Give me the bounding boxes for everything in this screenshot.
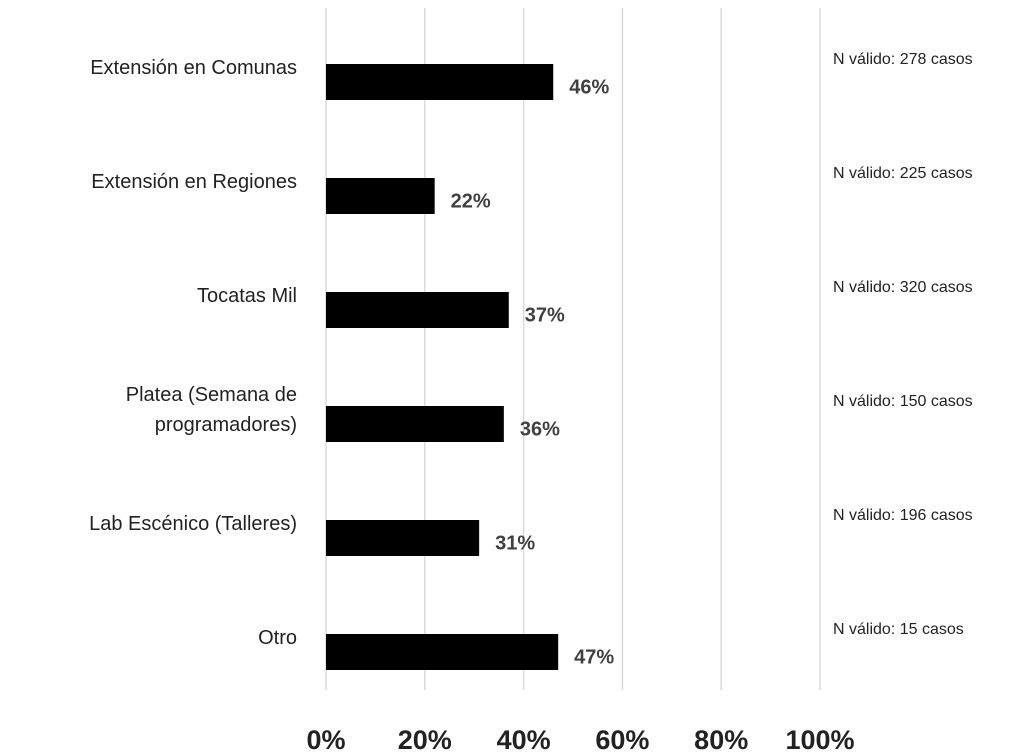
x-tick-label: 100% <box>785 725 854 754</box>
annotation: N válido: 196 casos <box>833 507 973 524</box>
y-tick-label: Otro <box>258 627 297 649</box>
x-tick-label: 20% <box>398 725 452 754</box>
y-tick-label: Extensión en Regiones <box>91 171 297 193</box>
y-tick-label: Extensión en Comunas <box>90 57 297 79</box>
x-tick-label: 60% <box>595 725 649 754</box>
bar <box>326 64 554 100</box>
bar <box>326 178 435 214</box>
value-label: 37% <box>525 304 565 326</box>
y-tick-label: Platea (Semana de programadores) <box>125 384 297 436</box>
value-label: 47% <box>574 646 614 668</box>
annotation: N válido: 15 casos <box>833 621 964 638</box>
annotation: N válido: 150 casos <box>833 393 973 410</box>
x-tick-label: 0% <box>306 725 345 754</box>
bar <box>326 520 480 556</box>
bar <box>326 292 509 328</box>
value-label: 46% <box>569 76 609 98</box>
y-tick-label: Lab Escénico (Talleres) <box>89 513 297 535</box>
bar <box>326 406 504 442</box>
x-tick-label: 80% <box>694 725 748 754</box>
value-label: 36% <box>520 418 560 440</box>
value-label: 31% <box>495 532 535 554</box>
annotation: N válido: 320 casos <box>833 279 973 296</box>
y-tick-label: Tocatas Mil <box>196 285 297 307</box>
annotation: N válido: 225 casos <box>833 165 973 182</box>
x-tick-label: 40% <box>497 725 551 754</box>
value-label: 22% <box>451 190 491 212</box>
bar <box>326 634 559 670</box>
annotation: N válido: 278 casos <box>833 51 973 68</box>
